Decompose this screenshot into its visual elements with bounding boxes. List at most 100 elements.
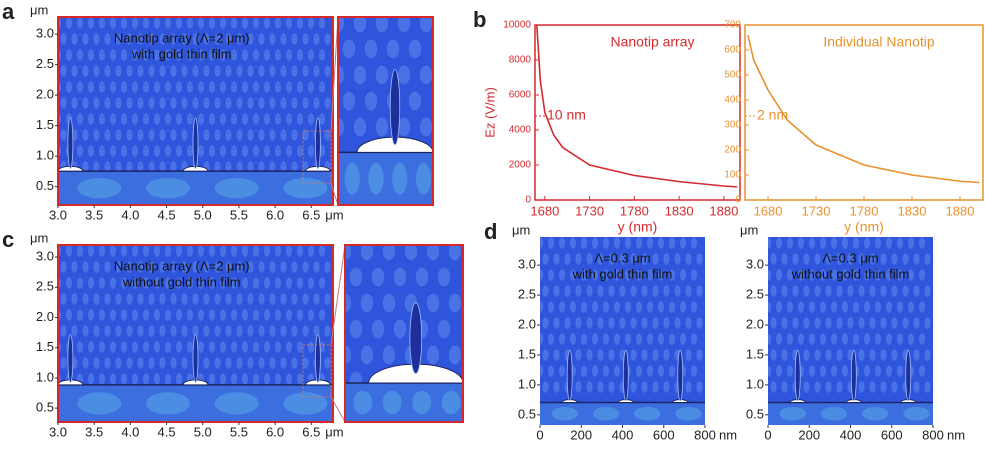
field-ripple [214,97,221,109]
field-ripple [619,253,626,265]
substrate [345,383,463,422]
field-ripple [247,293,254,305]
field-ripple [668,301,676,313]
field-ripple [371,267,385,287]
field-ripple [781,381,788,393]
field-ripple [863,333,871,345]
field-ripple [307,49,315,61]
field-ripple [663,317,670,329]
field-ripple [274,17,282,29]
field-ripple [814,285,821,297]
field-ripple [126,65,133,77]
field-image [58,245,333,422]
field-ripple [569,237,577,249]
field-ripple [60,97,67,109]
field-ripple [307,81,315,93]
field-ripple [393,267,407,287]
field-ripple [696,349,703,361]
field-ripple [71,65,78,77]
field-ripple [87,145,95,157]
field-ripple [76,309,84,321]
field-ripple [109,245,117,257]
field-ripple [159,97,166,109]
x-unit: nm [947,427,965,442]
nanotip [794,349,801,402]
field-ripple [597,381,604,393]
field-ripple [382,345,396,365]
field-ripple [891,349,898,361]
field-ripple [236,161,243,173]
field-ripple [591,333,599,345]
field-ripple [159,129,166,141]
field-ripple [263,49,271,61]
field-ripple [291,65,298,77]
field-ripple [164,277,172,289]
field-ripple [668,237,676,249]
panel-label: d [484,219,497,244]
substrate-glow [551,406,578,421]
field-ripple [164,245,172,257]
field-ripple [252,309,260,321]
field-ripple [296,81,304,93]
field-ripple [830,237,838,249]
x-tick-label: 1680 [530,203,559,218]
field-ripple [775,301,783,313]
field-ripple [624,237,632,249]
field-ripple [569,269,577,281]
field-ripple [230,113,238,125]
field-ripple [236,325,243,337]
field-ripple [104,357,111,369]
field-ripple [197,17,205,29]
field-ripple [263,145,271,157]
field-ripple [219,81,227,93]
x-tick-label: 3.0 [49,207,67,222]
field-ripple [302,357,309,369]
x-tick-label: 5.5 [230,207,248,222]
field-ripple [241,17,249,29]
field-ripple [448,293,462,313]
line [747,34,980,184]
field-ripple [219,277,227,289]
frame [344,244,464,423]
field-ripple [120,81,128,93]
field-ripple [313,65,320,77]
field-ripple [192,261,199,273]
field-ripple [819,237,827,249]
field-ripple [219,17,227,29]
field-ripple [291,325,298,337]
field-ripple [269,293,276,305]
field-ripple [131,17,139,29]
field-ripple [236,97,243,109]
y-tick-label: 600 [724,45,741,56]
x-tick-label: 3.0 [49,424,67,439]
x-axis-label: y (nm) [618,219,658,235]
field-ripple [230,49,238,61]
panel-label: c [2,227,14,252]
field-ripple [591,365,599,377]
x-tick-label: 1830 [665,203,694,218]
y-tick-label: 400 [724,95,741,106]
field-ripple [214,325,221,337]
field-ripple [808,237,816,249]
field-ripple [674,253,681,265]
field-ripple [93,261,100,273]
field-ripple [93,129,100,141]
field-ripple [291,261,298,273]
y-unit: μm [30,230,48,245]
field-ripple [602,301,610,313]
frame [57,16,334,206]
field-ripple [792,253,799,265]
field-ripple [338,117,345,137]
field-ripple [342,91,356,111]
substrate-glow [415,162,432,195]
field-ripple [542,317,549,329]
field-ripple [657,269,665,281]
substrate-glow [392,162,408,195]
field-ripple [148,293,155,305]
field-ripple [602,237,610,249]
field-ripple [65,49,73,61]
field-ripple [558,301,566,313]
substrate-glow [634,406,661,421]
field-ripple [591,301,599,313]
